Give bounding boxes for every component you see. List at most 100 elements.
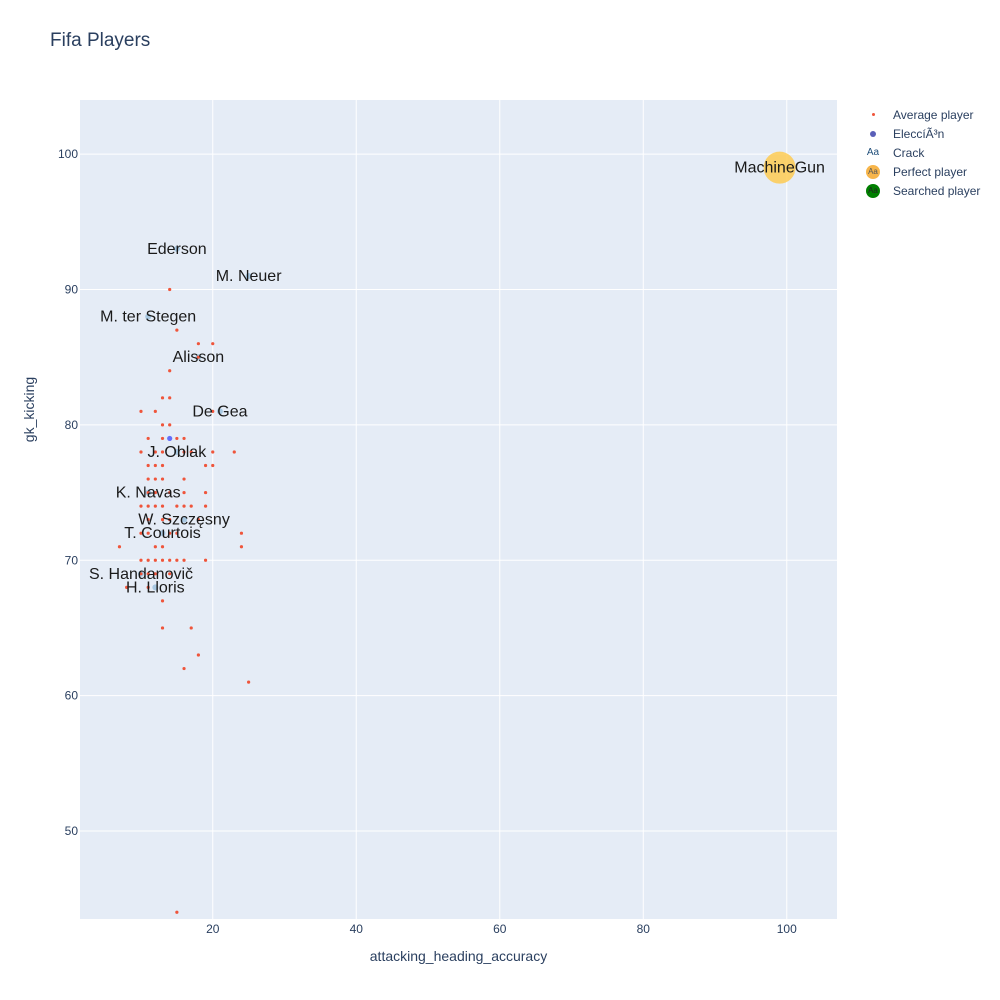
average-player-point[interactable] — [146, 531, 150, 535]
average-player-point[interactable] — [196, 355, 200, 359]
average-player-point[interactable] — [160, 463, 165, 468]
average-player-point[interactable] — [189, 626, 193, 630]
crack-player-marker[interactable] — [173, 245, 180, 252]
average-player-point[interactable] — [160, 450, 165, 454]
average-player-point[interactable] — [168, 396, 172, 400]
average-player-point[interactable] — [189, 504, 193, 508]
average-player-point[interactable] — [182, 558, 186, 562]
average-player-point[interactable] — [203, 490, 208, 495]
average-player-point[interactable] — [139, 531, 143, 535]
average-player-point[interactable] — [189, 450, 193, 454]
average-player-point[interactable] — [146, 490, 150, 495]
average-player-point[interactable] — [160, 545, 165, 549]
average-player-point[interactable] — [182, 666, 186, 671]
average-player-point[interactable] — [168, 572, 172, 576]
average-player-point[interactable] — [146, 558, 150, 562]
average-player-point[interactable] — [160, 396, 165, 400]
y-tick-label: 50 — [65, 824, 79, 838]
average-player-point[interactable] — [168, 490, 172, 495]
average-player-point[interactable] — [125, 585, 129, 589]
eleccion-point[interactable] — [167, 435, 173, 442]
average-player-point[interactable] — [146, 463, 150, 468]
average-player-point[interactable] — [146, 572, 150, 576]
average-player-point[interactable] — [175, 558, 179, 562]
average-player-point[interactable] — [139, 450, 143, 454]
average-player-point[interactable] — [247, 680, 251, 684]
average-player-point[interactable] — [196, 518, 200, 522]
average-player-point[interactable] — [203, 463, 208, 468]
player-name-label: J. Oblak — [148, 444, 208, 461]
average-player-point[interactable] — [168, 518, 172, 522]
average-player-point[interactable] — [168, 558, 172, 562]
average-player-point[interactable] — [139, 572, 143, 576]
crack-player-marker[interactable] — [245, 272, 252, 279]
crack-player-marker[interactable] — [159, 530, 166, 537]
crack-player-marker[interactable] — [152, 584, 159, 591]
legend-item-eleccion[interactable]: EleccíÃ³n — [860, 124, 980, 143]
legend-item-searched[interactable]: Aa Searched player — [860, 181, 980, 200]
crack-player-marker[interactable] — [145, 313, 152, 320]
average-player-point[interactable] — [211, 463, 215, 468]
average-player-point[interactable] — [168, 369, 172, 373]
average-player-point[interactable] — [160, 599, 165, 603]
average-player-point[interactable] — [211, 450, 215, 454]
average-player-point[interactable] — [160, 558, 165, 562]
average-player-point[interactable] — [146, 518, 150, 522]
average-player-point[interactable] — [146, 504, 150, 508]
average-player-point[interactable] — [153, 490, 157, 495]
average-player-point[interactable] — [139, 504, 143, 508]
average-player-point[interactable] — [160, 436, 165, 441]
average-player-point[interactable] — [146, 477, 150, 481]
average-player-point[interactable] — [239, 545, 244, 549]
perfect-player-marker[interactable] — [763, 151, 796, 184]
average-player-point[interactable] — [182, 436, 186, 441]
average-player-point[interactable] — [211, 342, 215, 346]
crack-player-marker[interactable] — [216, 408, 223, 415]
average-player-point[interactable] — [182, 504, 186, 508]
legend-item-crack[interactable]: Aa Crack — [860, 143, 980, 162]
average-player-point[interactable] — [146, 585, 150, 589]
crack-player-marker[interactable] — [181, 516, 188, 523]
average-player-point[interactable] — [153, 572, 157, 576]
average-player-point[interactable] — [175, 531, 179, 535]
average-player-point[interactable] — [160, 626, 165, 630]
average-player-point[interactable] — [153, 477, 157, 481]
average-player-point[interactable] — [168, 423, 172, 427]
average-player-point[interactable] — [117, 545, 122, 549]
average-player-point[interactable] — [153, 463, 157, 468]
legend-item-perfect[interactable]: Aa Perfect player — [860, 162, 980, 181]
legend-item-average[interactable]: Average player — [860, 105, 980, 124]
average-player-point[interactable] — [211, 409, 215, 413]
average-player-point[interactable] — [160, 504, 165, 508]
average-player-point[interactable] — [203, 558, 208, 562]
average-player-point[interactable] — [182, 450, 186, 454]
average-player-point[interactable] — [239, 531, 244, 535]
average-player-point[interactable] — [153, 558, 157, 562]
average-player-point[interactable] — [153, 450, 157, 454]
legend: Average player EleccíÃ³n Aa Crack Aa Per… — [860, 105, 980, 200]
average-player-point[interactable] — [160, 477, 165, 481]
average-player-point[interactable] — [139, 409, 143, 413]
average-player-point[interactable] — [168, 287, 172, 292]
average-player-point[interactable] — [160, 423, 165, 427]
player-name-label: De Gea — [192, 403, 247, 420]
average-player-point[interactable] — [146, 436, 150, 441]
crack-player-marker[interactable] — [173, 448, 180, 455]
average-player-point[interactable] — [139, 558, 143, 562]
average-player-point[interactable] — [168, 531, 172, 535]
average-player-point[interactable] — [182, 477, 186, 481]
average-player-point[interactable] — [160, 518, 165, 522]
average-player-point[interactable] — [153, 545, 157, 549]
average-player-point[interactable] — [175, 504, 179, 508]
average-player-point[interactable] — [153, 409, 157, 413]
average-player-point[interactable] — [175, 436, 179, 441]
average-player-point[interactable] — [182, 490, 186, 495]
average-player-point[interactable] — [203, 504, 208, 508]
average-player-point[interactable] — [196, 342, 200, 346]
average-player-point[interactable] — [175, 328, 179, 332]
average-player-point[interactable] — [153, 504, 157, 508]
average-player-point[interactable] — [175, 910, 179, 914]
average-player-point[interactable] — [196, 653, 200, 657]
average-player-point[interactable] — [232, 450, 236, 454]
